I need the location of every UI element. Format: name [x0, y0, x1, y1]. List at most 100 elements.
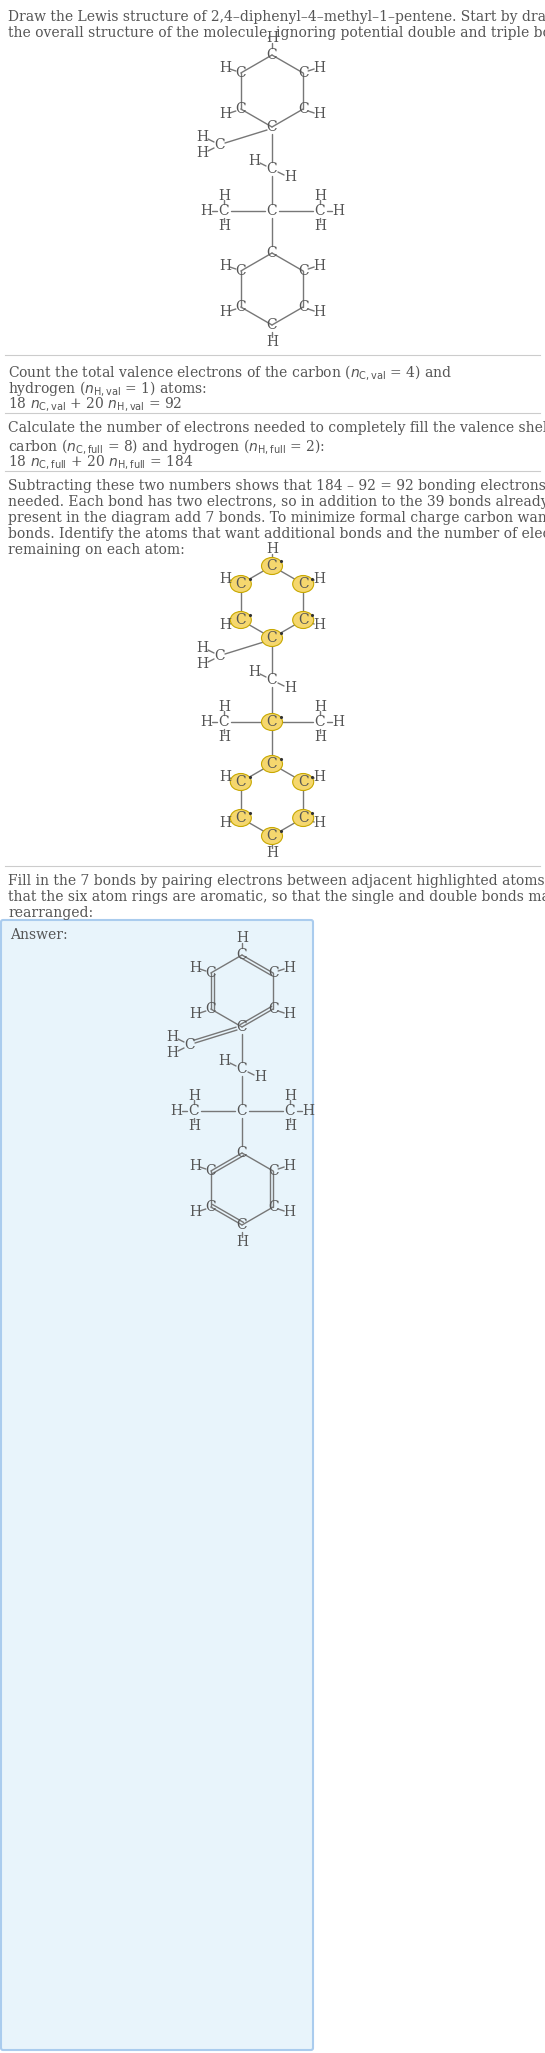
Ellipse shape — [231, 809, 251, 827]
Text: the overall structure of the molecule, ignoring potential double and triple bond: the overall structure of the molecule, i… — [8, 27, 545, 39]
Text: C: C — [268, 1201, 278, 1213]
Text: rearranged:: rearranged: — [8, 905, 93, 920]
Text: C: C — [237, 1061, 247, 1076]
Text: C: C — [298, 265, 308, 277]
Text: C: C — [298, 103, 308, 117]
Text: C: C — [267, 318, 277, 333]
Text: H: H — [314, 189, 326, 203]
Text: H: H — [266, 31, 278, 45]
Text: remaining on each atom:: remaining on each atom: — [8, 542, 185, 556]
Text: H: H — [283, 961, 295, 975]
Text: 18 $n_\mathrm{C,val}$ + 20 $n_\mathrm{H,val}$ = 92: 18 $n_\mathrm{C,val}$ + 20 $n_\mathrm{H,… — [8, 394, 182, 413]
Text: H: H — [313, 259, 325, 273]
Text: H: H — [266, 335, 278, 349]
FancyBboxPatch shape — [1, 920, 313, 2051]
Text: H: H — [196, 129, 208, 144]
Text: C: C — [205, 1164, 216, 1178]
Text: H: H — [266, 846, 278, 860]
Text: H: H — [284, 1119, 296, 1133]
Text: H: H — [313, 62, 325, 76]
Text: H: H — [284, 1088, 296, 1102]
Text: H: H — [218, 220, 230, 232]
Text: C: C — [215, 649, 225, 663]
Text: bonds. Identify the atoms that want additional bonds and the number of electrons: bonds. Identify the atoms that want addi… — [8, 528, 545, 542]
Text: C: C — [235, 811, 246, 825]
Ellipse shape — [293, 612, 314, 628]
Text: H: H — [219, 573, 231, 585]
Ellipse shape — [293, 809, 314, 827]
Text: C: C — [267, 714, 277, 729]
Text: C: C — [237, 1146, 247, 1160]
Text: Draw the Lewis structure of 2,4–diphenyl–4–methyl–1–pentene. Start by drawing: Draw the Lewis structure of 2,4–diphenyl… — [8, 10, 545, 25]
Text: H: H — [236, 930, 248, 944]
Text: C: C — [298, 66, 308, 80]
Text: H: H — [248, 665, 260, 680]
Text: H: H — [314, 220, 326, 232]
Text: H: H — [196, 657, 208, 671]
Text: C: C — [237, 1105, 247, 1119]
Text: Fill in the 7 bonds by pairing electrons between adjacent highlighted atoms. Not: Fill in the 7 bonds by pairing electrons… — [8, 875, 545, 889]
Text: H: H — [219, 618, 231, 632]
Text: H: H — [196, 641, 208, 655]
Text: C: C — [298, 614, 308, 626]
Text: H: H — [166, 1045, 178, 1059]
Text: C: C — [267, 47, 277, 62]
Text: C: C — [267, 162, 277, 177]
Text: H: H — [254, 1070, 266, 1084]
Text: H: H — [266, 542, 278, 556]
Text: H: H — [219, 259, 231, 273]
Text: C: C — [235, 577, 246, 591]
Text: H: H — [189, 1008, 201, 1020]
Text: C: C — [267, 246, 277, 261]
Text: H: H — [302, 1105, 314, 1119]
Text: H: H — [219, 815, 231, 829]
Text: H: H — [283, 1160, 295, 1172]
Text: C: C — [267, 203, 277, 218]
Text: Calculate the number of electrons needed to completely fill the valence shells f: Calculate the number of electrons needed… — [8, 421, 545, 435]
Text: H: H — [313, 618, 325, 632]
Text: C: C — [314, 203, 325, 218]
Text: H: H — [200, 203, 212, 218]
Text: C: C — [284, 1105, 295, 1119]
Text: C: C — [215, 138, 225, 152]
Text: H: H — [313, 306, 325, 318]
Text: H: H — [188, 1119, 200, 1133]
Text: H: H — [284, 682, 296, 696]
Text: H: H — [218, 731, 230, 743]
Text: H: H — [248, 154, 260, 168]
Text: C: C — [205, 967, 216, 979]
Text: C: C — [235, 614, 246, 626]
Text: C: C — [185, 1039, 195, 1051]
Text: C: C — [298, 577, 308, 591]
Text: 18 $n_\mathrm{C,full}$ + 20 $n_\mathrm{H,full}$ = 184: 18 $n_\mathrm{C,full}$ + 20 $n_\mathrm{H… — [8, 454, 193, 470]
Ellipse shape — [231, 612, 251, 628]
Text: C: C — [237, 1020, 247, 1035]
Text: H: H — [332, 203, 344, 218]
Text: C: C — [219, 203, 229, 218]
Text: C: C — [235, 103, 246, 117]
Text: C: C — [267, 673, 277, 688]
Text: C: C — [298, 774, 308, 788]
Text: H: H — [166, 1031, 178, 1045]
Text: H: H — [332, 714, 344, 729]
Text: H: H — [283, 1205, 295, 1219]
Text: H: H — [218, 189, 230, 203]
Text: H: H — [284, 170, 296, 185]
Text: hydrogen ($n_\mathrm{H,val}$ = 1) atoms:: hydrogen ($n_\mathrm{H,val}$ = 1) atoms: — [8, 380, 207, 398]
Text: H: H — [236, 1236, 248, 1248]
Text: H: H — [218, 1053, 230, 1068]
Text: H: H — [313, 573, 325, 585]
Text: Count the total valence electrons of the carbon ($n_\mathrm{C,val}$ = 4) and: Count the total valence electrons of the… — [8, 363, 452, 382]
Text: H: H — [219, 107, 231, 121]
Text: C: C — [235, 774, 246, 788]
Text: C: C — [298, 811, 308, 825]
Text: C: C — [235, 66, 246, 80]
Text: C: C — [268, 967, 278, 979]
Text: C: C — [267, 829, 277, 844]
Text: C: C — [267, 630, 277, 645]
Ellipse shape — [231, 575, 251, 593]
Text: C: C — [189, 1105, 199, 1119]
Text: H: H — [189, 1205, 201, 1219]
Text: C: C — [235, 300, 246, 314]
Text: present in the diagram add 7 bonds. To minimize formal charge carbon wants 4: present in the diagram add 7 bonds. To m… — [8, 511, 545, 526]
